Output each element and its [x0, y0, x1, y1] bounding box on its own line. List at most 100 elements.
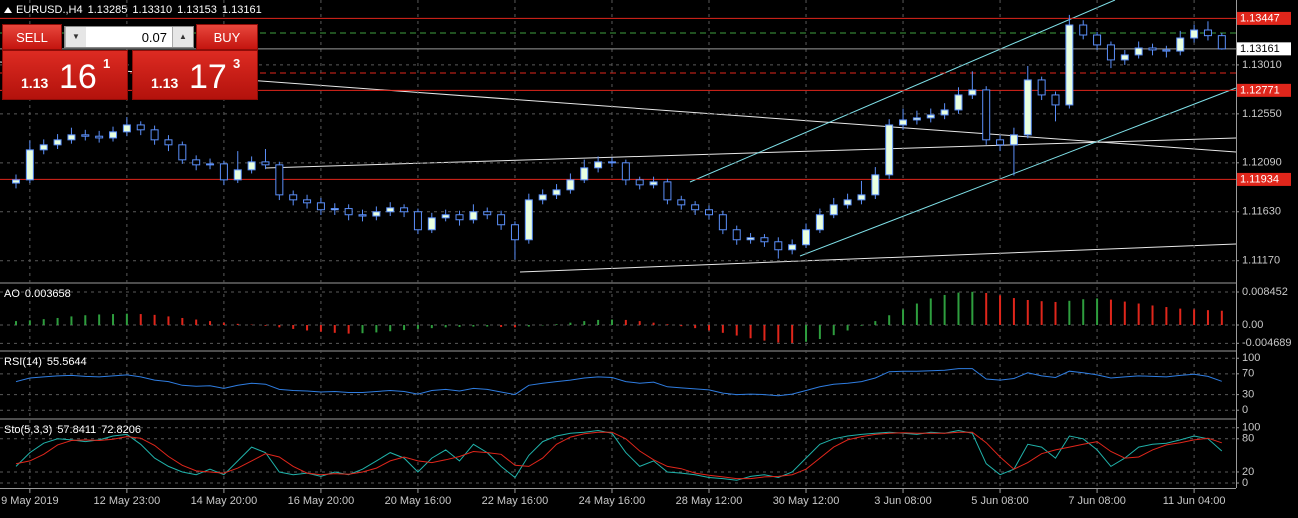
candle-body [483, 211, 492, 216]
ask-point: 3 [233, 56, 241, 71]
indicator-line [15, 431, 1222, 480]
candle-body [427, 217, 436, 231]
ask-pips: 17 [189, 58, 227, 96]
candle-body [39, 144, 48, 151]
indicator-line [15, 429, 1223, 481]
candle-body [1023, 79, 1032, 136]
candle-body [1148, 47, 1157, 51]
candle-body [899, 119, 908, 126]
level-box [1237, 172, 1291, 186]
candle-body [413, 211, 422, 231]
y-tick-label: 70 [1242, 368, 1254, 380]
y-tick-label: 1.13010 [1242, 59, 1282, 71]
candle-body [178, 144, 187, 161]
candle-body [912, 117, 921, 121]
panel-title: AO [4, 288, 20, 300]
x-tick-label: 5 Jun 08:00 [971, 495, 1029, 507]
ask-big: 1.13 [151, 75, 179, 91]
collapse-icon[interactable] [4, 7, 12, 13]
level-label: 1.13161 [1240, 43, 1280, 55]
panel-borders [0, 0, 1237, 489]
ask-quote[interactable]: 1.13 17 3 [132, 50, 258, 100]
candle-body [926, 114, 935, 119]
trend-line [264, 137, 1237, 169]
candle-body [386, 207, 395, 213]
x-tick-label: 20 May 16:00 [385, 495, 452, 507]
candle-body [552, 189, 561, 196]
sell-button[interactable]: SELL [2, 24, 62, 50]
candle-body [621, 162, 630, 181]
candle-body [982, 89, 991, 141]
y-tick-label: 30 [1242, 389, 1254, 401]
x-tick-label: 16 May 20:00 [288, 495, 355, 507]
candle-body [206, 163, 215, 166]
candle-body [510, 224, 519, 241]
candle-body [469, 211, 478, 221]
x-tick-label: 11 Jun 04:00 [1163, 495, 1226, 507]
candle-body [940, 109, 949, 116]
y-tick-label: 100 [1242, 352, 1260, 364]
candle-body [1120, 54, 1129, 61]
x-tick-label: 22 May 16:00 [482, 495, 549, 507]
y-tick-label: 1.12090 [1242, 157, 1282, 169]
candle-body [746, 237, 755, 241]
candle-body [95, 135, 104, 139]
lot-input[interactable]: ▼ 0.07 ▲ [64, 26, 194, 48]
candle-body [150, 129, 159, 141]
y-tick-label: 1.12550 [1242, 108, 1282, 120]
level-label: 1.13447 [1240, 12, 1280, 24]
candle-body [53, 139, 62, 146]
candle-body [857, 194, 866, 201]
candle-body [1051, 94, 1060, 106]
candle-body [1134, 47, 1143, 56]
candle-body [663, 181, 672, 201]
bid-quote[interactable]: 1.13 16 1 [2, 50, 128, 100]
y-tick-label: -0.004689 [1242, 337, 1292, 349]
candle-body [1106, 44, 1115, 61]
candle-body [1162, 49, 1171, 52]
panel-value: 57.8411 [57, 424, 96, 436]
candle-body [718, 214, 727, 231]
candle-body [996, 139, 1005, 146]
x-tick-label: 12 May 23:00 [94, 495, 161, 507]
candle-body [400, 207, 409, 213]
candle-body [497, 214, 506, 226]
candle-body [122, 124, 131, 133]
panel-value: 55.5644 [47, 356, 87, 368]
candle-body [1203, 29, 1212, 37]
candle-body [677, 199, 686, 206]
candle-body [247, 161, 256, 171]
panel-title: Sto(5,3,3) [4, 424, 52, 436]
channel-line [689, 0, 1116, 183]
indicator-line [15, 368, 1222, 397]
candle-body [580, 167, 589, 181]
candle-body [566, 179, 575, 191]
x-tick-label: 30 May 12:00 [773, 495, 840, 507]
panel-title: RSI(14) [4, 356, 42, 368]
trend-line [519, 243, 1237, 273]
level-label: 1.12771 [1240, 84, 1280, 96]
y-tick-label: 1.11630 [1242, 206, 1281, 218]
candle-body [705, 209, 713, 216]
candle-body [649, 181, 658, 186]
buy-button[interactable]: BUY [196, 24, 258, 50]
lot-up[interactable]: ▲ [172, 27, 193, 47]
candle-body [233, 169, 242, 181]
candle-body [441, 214, 450, 219]
candle-body [219, 163, 228, 181]
bid-point: 1 [103, 56, 111, 71]
lot-down[interactable]: ▼ [65, 27, 86, 47]
candle-body [330, 208, 339, 211]
candle-body [1009, 134, 1018, 146]
level-label: 1.11934 [1240, 173, 1279, 185]
candle-body [774, 241, 783, 251]
bid-pips: 16 [59, 58, 97, 96]
panel-value: 1.13161 [222, 4, 262, 16]
y-tick-label: 1.11170 [1242, 255, 1280, 267]
candle-body [81, 134, 90, 137]
candle-body [372, 211, 381, 217]
candle-body [192, 159, 201, 166]
